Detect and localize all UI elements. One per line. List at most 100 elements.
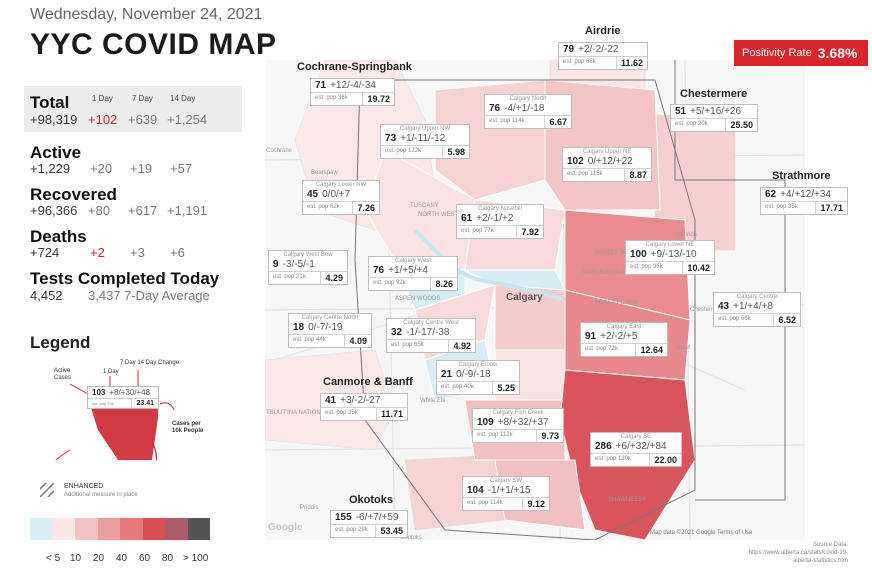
region-box-okotoks: 155 -6/+7/+59 est. pop 29k 53.45	[330, 510, 408, 538]
deaths-1day: +2	[90, 245, 105, 260]
scale-swatch	[52, 518, 75, 540]
map-label: SHAWNESSY	[608, 497, 647, 503]
scale-swatch	[30, 518, 53, 540]
recovered-7day: +617	[128, 203, 158, 218]
active-7day: +19	[130, 161, 153, 176]
region-box-strathmore: 62 +4/+12/+34 est. pop 35k 17.71	[760, 187, 848, 215]
map-label: TSUUT'INA NATION 145	[266, 410, 333, 416]
col-head-14day: 14 Day	[170, 94, 196, 103]
community-box-upper-ne: Calgary Upper NE 102 0/+12/+22 est. pop 1…	[562, 147, 652, 182]
map-base	[265, 60, 805, 540]
community-box-centre-west: Calgary Centre West 32 -1/-17/-38 est. po…	[386, 318, 476, 353]
tests-avg-value: 3,437	[88, 288, 121, 303]
map-label: FOREST LAWN	[595, 300, 639, 306]
deaths-label: Deaths	[30, 227, 87, 246]
region-box-cochrane: 71 +12/-4/-34 est. pop 36k 19.72	[310, 78, 395, 106]
scale-label: 20	[93, 553, 105, 564]
recovered-14day: +1,191	[167, 203, 208, 218]
community-box-west-bow: Calgary West Bow 9 -3/-5/-1 est. pop 21k 4…	[268, 250, 348, 285]
legend-active-cases: Active Cases	[54, 368, 72, 381]
community-box-north: Calgary North 76 -4/+1/-18 est. pop 114k 6…	[484, 94, 572, 129]
region-title-airdrie: Airdrie	[585, 25, 621, 37]
scale-label: 80	[162, 553, 174, 564]
total-label: Total	[30, 93, 70, 112]
total-7day: +639	[128, 112, 158, 127]
map-attribution[interactable]: Map data ©2021 Google Terms of Use	[650, 530, 753, 536]
community-box-upper-nw: Calgary Upper NW 73 +1/-11/-12 est. pop 1…	[380, 124, 470, 159]
source-note: Source Data: https://www.alberta.ca/stat…	[748, 541, 848, 565]
scale-swatch	[187, 518, 210, 540]
source-url[interactable]: https://www.alberta.ca/stats/covid-19-al…	[748, 550, 848, 564]
tests-avg-label: 7-Day Average	[124, 288, 210, 303]
map-label: Janet	[676, 345, 691, 351]
legend-diagram	[55, 370, 175, 460]
scale-swatch	[75, 518, 98, 540]
page-title: YYC COVID MAP	[30, 28, 277, 61]
community-box-elbow: Calgary Elbow 21 0/-9/-18 est. pop 40k 5.2…	[436, 360, 520, 395]
total-14day: +1,254	[167, 112, 208, 127]
legend-shape	[88, 398, 158, 460]
active-1day: +20	[90, 161, 113, 176]
community-box-lower-ne: Calgary Lower NE 100 +9/-13/-10 est. pop …	[625, 240, 715, 275]
region-box-chestermere: 51 +5/+16/+26 est. pop 20k 25.50	[670, 104, 758, 132]
tests-label: Tests Completed Today	[30, 269, 220, 288]
legend-enhanced: ENHANCED	[64, 483, 104, 490]
legend-seven-fourteen: 7 Day 14 Day Change	[120, 360, 180, 366]
total-1day: +102	[88, 112, 118, 127]
region-title-strathmore: Strathmore	[772, 170, 831, 182]
total-highlight	[24, 86, 242, 132]
positivity-rate-badge: Positivity Rate 3.68%	[734, 40, 868, 66]
map-label: Bearspaw	[311, 170, 338, 176]
total-value: +98,319	[30, 112, 78, 127]
map-label: Priddis	[300, 505, 319, 511]
col-head-7day: 7 Day	[132, 94, 153, 103]
active-label: Active	[30, 143, 82, 162]
scale-swatch	[165, 518, 188, 540]
col-head-1day: 1 Day	[92, 94, 113, 103]
date-heading: Wednesday, November 24, 2021	[30, 6, 263, 23]
map-label: NORTH WEST CALGARY	[418, 212, 489, 218]
recovered-label: Recovered	[30, 185, 117, 204]
color-scale	[30, 518, 210, 540]
map-label: SADDLE RIDGE	[595, 250, 640, 256]
community-box-sw: Calgary SW 104 -1/+1/+15 est. pop 114k 9.1…	[462, 476, 550, 511]
community-box-nosehill: Calgary Nosehill 61 +2/-1/+2 est. pop 77k…	[456, 204, 544, 239]
community-box-centre-north: Calgary Centre North 18 0/-7/-19 est. pop…	[288, 313, 372, 348]
community-box-lower-nw: Calgary Lower NW 45 0/0/+7 est. pop 62k 7.…	[302, 180, 380, 215]
scale-label: > 100	[183, 553, 209, 564]
recovered-1day: +80	[88, 203, 111, 218]
deaths-7day: +3	[130, 245, 145, 260]
legend-enhanced-sub: Additional measure in place	[64, 492, 138, 498]
region-title-canmore: Canmore & Banff	[323, 376, 413, 388]
scale-label: < 5	[46, 553, 61, 564]
google-logo: Google	[268, 522, 303, 533]
region-title-chestermere: Chestermere	[680, 88, 748, 100]
legend-sample-box: 103 +8/+30/+48 est. pop 44k 23.41	[87, 386, 159, 409]
tests-value: 4,452	[30, 288, 63, 303]
map-label: TUSCANY	[410, 203, 439, 209]
region-title-cochrane: Cochrane-Springbank	[297, 61, 412, 73]
community-box-fish-creek: Calgary Fish Creek 109 +8/+32/+37 est. po…	[472, 408, 564, 443]
scale-label: 40	[116, 553, 128, 564]
region-box-canmore: 41 +3/-2/-27 est. pop 35k 11.71	[320, 393, 408, 421]
hatch-icon	[40, 483, 54, 497]
legend-cases-per: Cases per 10k People	[172, 421, 204, 434]
scale-swatch	[97, 518, 120, 540]
active-14day: +57	[170, 161, 193, 176]
region-box-airdrie: 79 +2/-2/-22 est. pop 68k 11.62	[558, 42, 648, 70]
scale-label: 60	[139, 553, 151, 564]
community-box-se: Calgary SE 286 +6/+32/+84 est. pop 130k 22…	[590, 432, 682, 467]
positivity-value: 3.68%	[817, 45, 858, 61]
legend-title: Legend	[30, 333, 91, 352]
community-box-west: Calgary West 76 +1/+5/+4 est. pop 92k 8.26	[368, 256, 458, 291]
scale-swatch	[120, 518, 143, 540]
map-label: Chestermere	[690, 307, 725, 313]
scale-label: 10	[70, 553, 82, 564]
source-label: Source Data:	[812, 542, 848, 548]
active-value: +1,229	[30, 161, 71, 176]
map-label: Cochrane	[266, 148, 293, 154]
legend-one-day: 1 Day	[103, 369, 119, 375]
map-label: Conrich	[676, 232, 697, 238]
map-label: Okotoks	[400, 535, 423, 541]
community-box-east: Calgary East 91 +2/-2/+5 est. pop 72k 12.6…	[580, 322, 668, 357]
